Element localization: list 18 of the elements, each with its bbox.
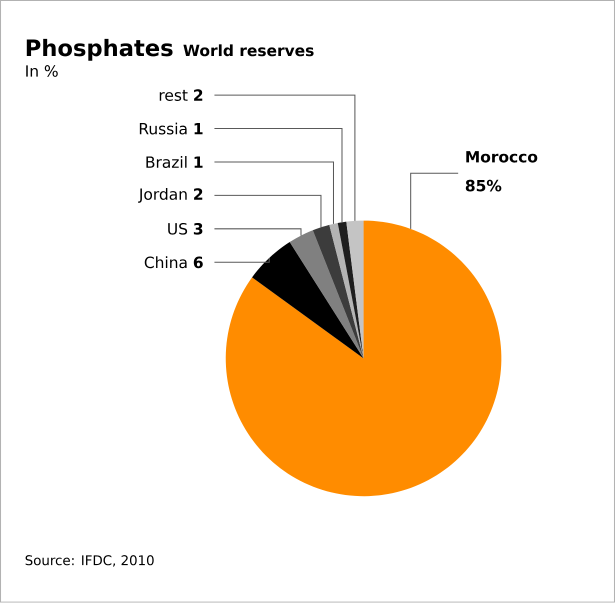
source-note: Source: IFDC, 2010 [26, 555, 154, 567]
slice-label: Jordan [138, 188, 187, 203]
text: In % [26, 65, 58, 78]
slice-label: US [168, 223, 188, 235]
data-label: 3 [194, 223, 202, 235]
data-label: 1 [194, 123, 203, 134]
slice-label: Morocco [466, 151, 538, 163]
data-label: 85% [466, 180, 502, 192]
chart-title: Phosphates [26, 39, 173, 61]
slice-label: China [144, 256, 187, 268]
data-label: 6 [194, 256, 203, 268]
chart-subtitle: World reserves [183, 44, 314, 56]
slice-label: Russia [140, 122, 187, 135]
slice-label: Brazil [146, 156, 187, 168]
data-label: 1 [194, 156, 203, 168]
slice-label: rest [160, 90, 188, 102]
data-label: 2 [194, 89, 202, 101]
data-label: 2 [194, 188, 202, 200]
